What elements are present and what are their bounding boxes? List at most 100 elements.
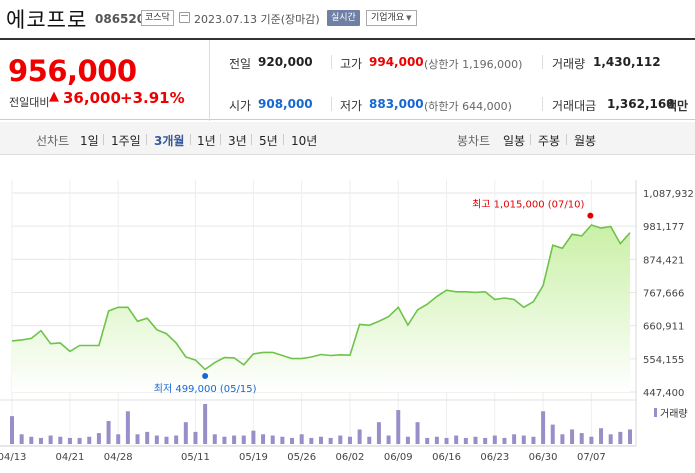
calendar-icon	[179, 12, 190, 23]
volume-bar	[87, 436, 92, 444]
low-label: 저가	[340, 99, 363, 113]
volume-bar	[58, 436, 63, 444]
volume-bar	[560, 434, 565, 444]
prev-close-label: 전일	[229, 57, 252, 71]
volume-bar	[599, 428, 604, 444]
open-value: 908,000	[258, 97, 313, 111]
chart-tabs: 선차트 1일 1주일 3개월 1년 3년 5년 10년 봉차트 일봉 주봉 월봉	[0, 122, 695, 155]
high-label: 고가	[340, 57, 363, 71]
volume-bar	[386, 435, 391, 444]
tab-1y[interactable]: 1년	[197, 134, 216, 148]
tab-divider	[190, 134, 191, 145]
volume-bar	[203, 404, 208, 444]
high-value: 994,000	[369, 55, 424, 69]
volume-legend-label: 거래량	[660, 408, 688, 420]
tab-10y[interactable]: 10년	[291, 134, 318, 148]
x-tick-label: 06/23	[480, 452, 509, 463]
x-tick-label: 06/09	[384, 452, 413, 463]
volume-bar	[541, 411, 546, 444]
volume-bar	[309, 437, 314, 444]
tab-daily-candle[interactable]: 일봉	[503, 134, 526, 148]
volume-bar	[222, 436, 227, 444]
volume-bar	[67, 437, 72, 444]
y-tick-label: 554,155	[643, 355, 684, 366]
price-area	[12, 225, 630, 392]
tab-divider	[530, 134, 531, 145]
volume-bar	[193, 431, 198, 444]
volume-bar	[125, 411, 130, 444]
volume-bar	[550, 424, 555, 444]
amount-label: 거래대금	[552, 99, 597, 113]
volume-bar	[135, 434, 140, 444]
tab-5y[interactable]: 5년	[259, 134, 278, 148]
max-label: 최고 1,015,000 (07/10)	[472, 199, 584, 211]
volume-bar	[183, 422, 188, 444]
volume-bar	[608, 434, 613, 444]
x-tick-label: 06/30	[529, 452, 558, 463]
max-marker	[587, 212, 594, 219]
y-tick-label: 981,177	[643, 222, 684, 233]
volume-bar	[570, 429, 575, 444]
change-label: 전일대비	[9, 96, 50, 109]
stock-header: 에코프로 086520 코스닥 2023.07.13 기준(장마감) 실시간 기…	[0, 0, 695, 38]
volume-bar	[19, 434, 24, 444]
prev-close-value: 920,000	[258, 55, 313, 69]
upper-limit: (상한가 1,196,000)	[424, 58, 523, 71]
volume-bar	[270, 435, 275, 444]
summary-divider	[209, 40, 210, 121]
volume-bar	[10, 416, 14, 444]
change-amount: 36,000	[63, 89, 121, 107]
x-tick-label: 04/28	[104, 452, 133, 463]
tab-3y[interactable]: 3년	[228, 134, 247, 148]
volume-bar	[502, 437, 507, 444]
tab-divider	[220, 134, 221, 145]
tab-divider	[146, 134, 147, 145]
volume-bar	[589, 436, 594, 444]
volume-bar	[579, 433, 584, 444]
x-tick-label: 05/19	[239, 452, 268, 463]
volume-bar	[512, 434, 517, 444]
volume-bar	[338, 435, 343, 444]
x-tick-label: 05/11	[181, 452, 210, 463]
volume-bar	[396, 410, 401, 444]
volume-bar	[280, 436, 285, 444]
tab-1w[interactable]: 1주일	[111, 134, 141, 148]
tab-1d[interactable]: 1일	[80, 134, 99, 148]
realtime-button[interactable]: 실시간	[327, 10, 360, 26]
x-tick-label: 07/07	[577, 452, 606, 463]
x-tick-label: 04/13	[0, 452, 26, 463]
volume-bar	[116, 434, 121, 444]
volume-bar	[96, 433, 101, 444]
y-tick-label: 1,087,932	[643, 189, 694, 200]
x-tick-label: 06/02	[336, 452, 365, 463]
volume-bar	[77, 437, 82, 444]
tab-monthly-candle[interactable]: 월봉	[574, 134, 597, 148]
volume-bar	[164, 436, 169, 444]
min-label: 최저 499,000 (05/15)	[154, 383, 257, 395]
x-tick-label: 06/16	[432, 452, 461, 463]
volume-label: 거래량	[552, 57, 586, 71]
volume-bar	[463, 437, 468, 444]
volume-bar	[521, 435, 526, 444]
min-marker	[202, 372, 209, 379]
volume-bar	[483, 437, 488, 444]
volume-bar	[473, 436, 478, 444]
volume-bar	[261, 434, 266, 444]
stock-code: 086520	[95, 12, 146, 26]
price-line	[11, 224, 631, 371]
company-info-button[interactable]: 기업개요 ▼	[366, 10, 417, 26]
volume-bar	[444, 437, 449, 444]
y-tick-label: 767,666	[643, 289, 684, 300]
volume-bar	[154, 435, 159, 444]
volume-bar	[48, 435, 53, 444]
volume-bar	[29, 436, 34, 444]
volume-bar	[319, 436, 323, 444]
x-tick-label: 04/21	[56, 452, 85, 463]
tab-3m[interactable]: 3개월	[154, 134, 185, 148]
tab-weekly-candle[interactable]: 주봉	[538, 134, 561, 148]
tab-divider	[251, 134, 252, 145]
amount-unit: 백만	[666, 99, 689, 113]
up-arrow-icon: ▲	[49, 89, 59, 104]
low-value: 883,000	[369, 97, 424, 111]
chevron-down-icon: ▼	[406, 14, 412, 22]
